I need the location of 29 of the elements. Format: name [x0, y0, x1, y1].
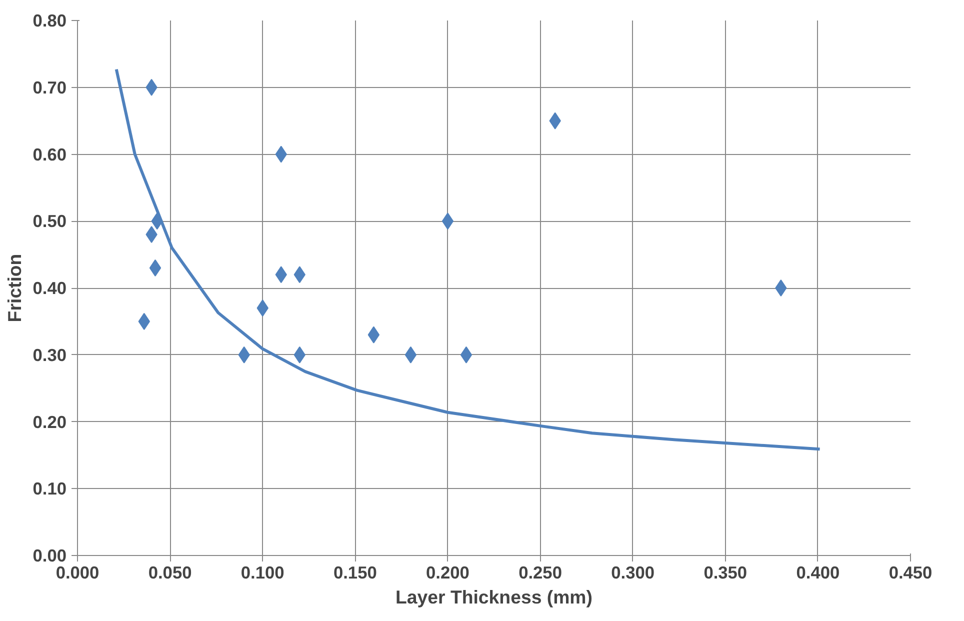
x-tick-label: 0.250 [518, 562, 562, 582]
x-tick-label: 0.100 [240, 562, 284, 582]
y-axis-title: Friction [4, 254, 25, 322]
x-tick-label: 0.150 [333, 562, 377, 582]
point [404, 346, 417, 364]
x-tick-label: 0.050 [148, 562, 192, 582]
x-tick-label: 0.350 [704, 562, 748, 582]
x-tick-label: 0.000 [56, 562, 100, 582]
x-axis-title: Layer Thickness (mm) [396, 586, 593, 608]
x-tick-label: 0.450 [888, 562, 932, 582]
x-tick-label: 0.300 [611, 562, 655, 582]
point [146, 226, 158, 243]
point [149, 259, 162, 276]
point [775, 280, 787, 296]
point [368, 326, 380, 344]
x-tick-label: 0.400 [796, 562, 840, 582]
y-tick-label: 0.50 [32, 211, 67, 232]
x-tick-label: 0.200 [426, 562, 470, 582]
point [442, 212, 454, 230]
point [460, 346, 472, 364]
y-tick-label: 0.70 [32, 77, 67, 98]
y-tick-label: 0.40 [32, 278, 67, 298]
y-tick-label: 0.10 [32, 478, 67, 499]
y-tick-label: 0.30 [32, 344, 67, 365]
y-tick-label: 0.00 [32, 546, 67, 566]
y-tick-label: 0.80 [32, 10, 67, 30]
line-series [114, 68, 822, 451]
y-tick-label: 0.20 [32, 412, 67, 432]
y-tick-label: 0.60 [32, 144, 67, 164]
